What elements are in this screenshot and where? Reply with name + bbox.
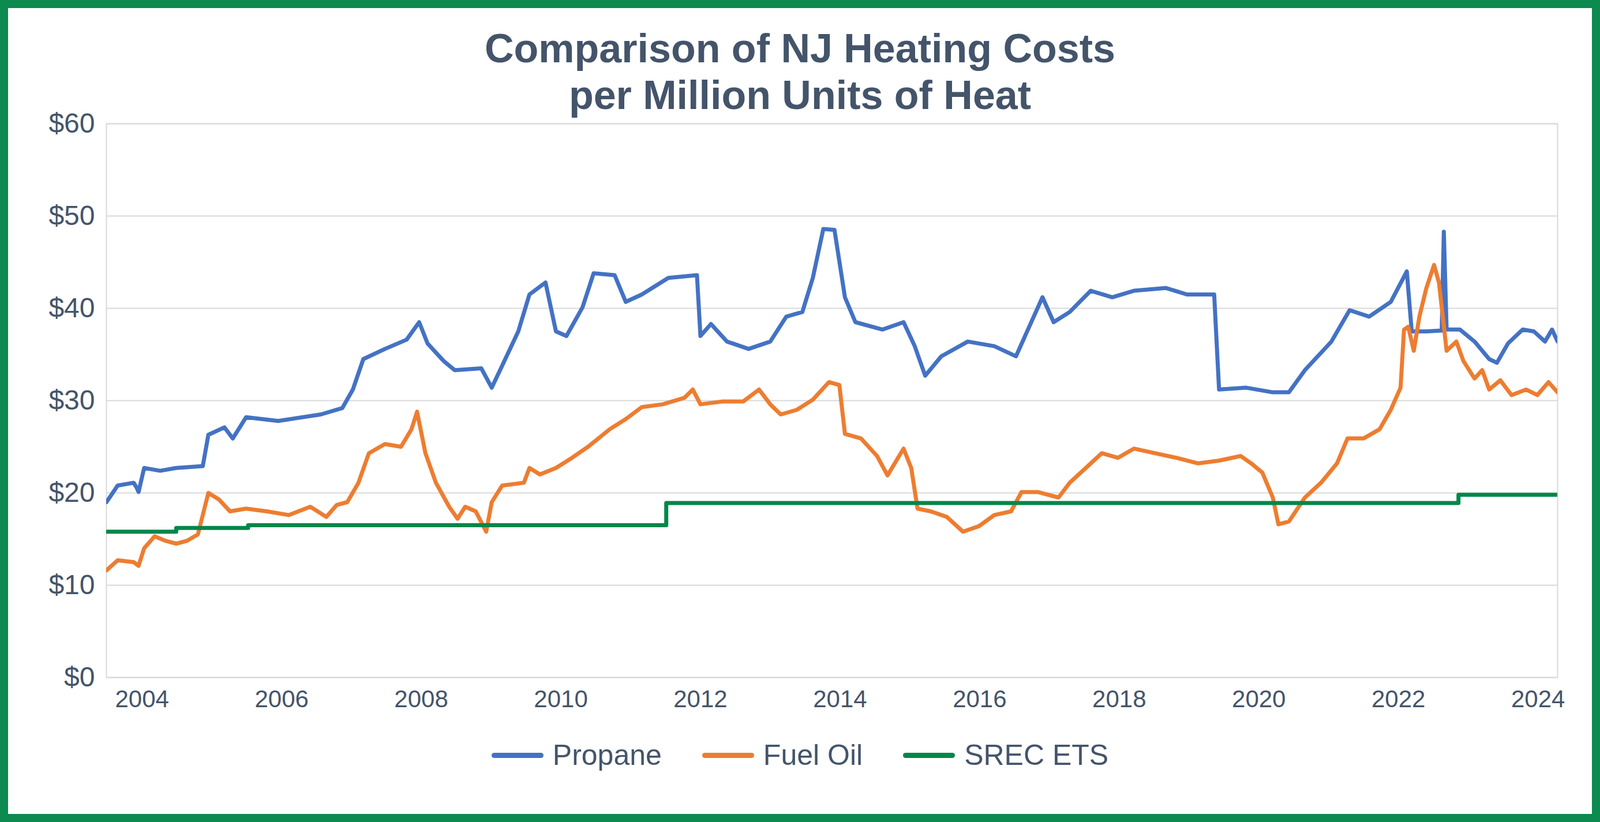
html-text:Comparison of NJ Heating Costs: Comparison of NJ Heating Costs per Milli… [484,25,1116,118]
svg-text:2024: 2024 [1511,685,1565,713]
svg-text:2006: 2006 [254,685,309,713]
svg-text:$40: $40 [48,292,95,324]
html-text:SREC ETS: SREC ETS [964,739,1109,772]
svg-text:$10: $10 [48,569,95,601]
svg-text:$30: $30 [48,384,95,416]
html-text:Fuel Oil: Fuel Oil [763,739,863,772]
svg-text:$20: $20 [48,477,95,508]
svg-text:$0: $0 [64,661,95,693]
svg-text:2018: 2018 [1092,685,1146,713]
svg-text:2010: 2010 [533,685,588,713]
svg-text:2016: 2016 [952,685,1007,713]
svg-text:2004: 2004 [114,685,169,713]
svg-text:2022: 2022 [1371,685,1426,713]
html-text:Propane: Propane [552,739,662,772]
svg-text:$60: $60 [48,111,95,139]
svg-text:2014: 2014 [812,685,867,713]
svg-text:$50: $50 [48,200,95,231]
svg-text:2020: 2020 [1231,685,1286,713]
svg-text:2012: 2012 [673,685,728,713]
svg-text:2008: 2008 [394,685,448,713]
